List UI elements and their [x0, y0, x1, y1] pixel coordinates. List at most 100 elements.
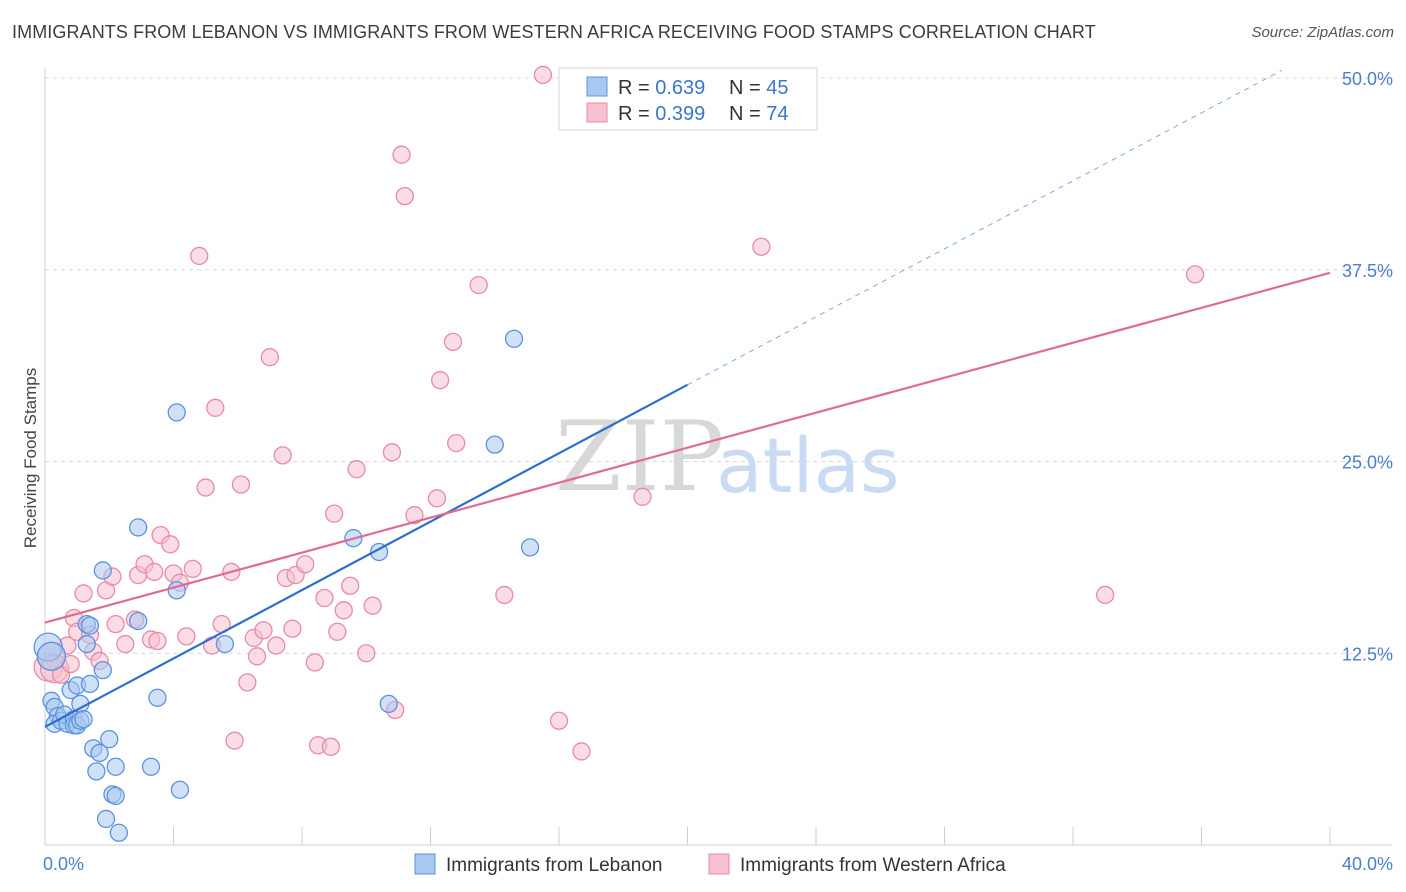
- point-lebanon-38: [170, 780, 190, 799]
- trend-lines: [44, 69, 1331, 728]
- point-western-africa-51: [324, 504, 344, 523]
- point-western-africa-14: [106, 614, 125, 634]
- point-lebanon-18: [77, 634, 96, 654]
- point-western-africa-29: [196, 478, 215, 497]
- point-western-africa-74: [1095, 585, 1115, 605]
- point-lebanon-20: [80, 674, 100, 694]
- svg-text:R = 0.399: R = 0.399: [618, 103, 705, 125]
- point-lebanon-24: [93, 561, 112, 580]
- point-western-africa-64: [430, 371, 450, 390]
- x-tick-label-1: 40.0%: [1342, 854, 1393, 874]
- trend-line-western-africa: [44, 271, 1331, 624]
- point-lebanon-31: [109, 823, 129, 842]
- bottom-legend-swatch-western-africa: [708, 853, 730, 875]
- point-western-africa-42: [273, 446, 292, 465]
- y-tick-label-3: 50.0%: [1342, 69, 1393, 89]
- watermark-atlas: atlas: [716, 421, 900, 510]
- point-lebanon-39: [215, 634, 235, 654]
- point-lebanon-30: [106, 786, 125, 806]
- point-lebanon-26: [96, 809, 116, 829]
- tick-labels: 12.5% 25.0% 37.5% 50.0% 0.0% 40.0%: [43, 69, 1393, 874]
- legend-swatch-western-africa: [586, 102, 608, 123]
- legend-r-value-western-africa: 0.399: [655, 103, 705, 125]
- point-western-africa-53: [334, 601, 353, 620]
- point-western-africa-54: [341, 576, 360, 595]
- bottom-legend-swatch-lebanon: [414, 853, 436, 875]
- point-western-africa-23: [161, 535, 180, 554]
- point-western-africa-65: [443, 332, 463, 351]
- point-western-africa-66: [447, 433, 466, 453]
- point-western-africa-31: [206, 398, 225, 417]
- point-western-africa-70: [549, 711, 569, 730]
- watermark: ZIP atlas: [555, 401, 900, 513]
- point-western-africa-46: [296, 555, 315, 574]
- point-western-africa-39: [254, 621, 273, 640]
- point-western-africa-15: [116, 634, 135, 654]
- point-lebanon-35: [148, 688, 167, 707]
- point-lebanon-19: [80, 616, 100, 635]
- svg-text:R = 0.639: R = 0.639: [618, 77, 705, 99]
- point-lebanon-45: [520, 538, 540, 557]
- chart-title: IMMIGRANTS FROM LEBANON VS IMMIGRANTS FR…: [12, 22, 1096, 42]
- point-western-africa-21: [148, 631, 167, 651]
- point-western-africa-36: [238, 673, 257, 692]
- point-western-africa-57: [363, 596, 382, 615]
- legend-r-label-western-africa: R =: [618, 103, 655, 125]
- bottom-legend-label-western-africa: Immigrants from Western Africa: [740, 855, 1006, 876]
- series-legend: Immigrants from Lebanon Immigrants from …: [414, 853, 1006, 876]
- point-western-africa-67: [469, 275, 488, 295]
- point-lebanon-32: [129, 611, 148, 631]
- point-western-africa-50: [321, 737, 341, 756]
- point-western-africa-40: [260, 348, 280, 367]
- point-lebanon-33: [129, 518, 148, 537]
- point-lebanon-34: [141, 757, 161, 776]
- point-western-africa-60: [392, 145, 411, 164]
- point-western-africa-26: [177, 627, 196, 646]
- y-tick-label-2: 37.5%: [1342, 261, 1393, 281]
- bottom-legend-label-lebanon: Immigrants from Lebanon: [446, 855, 663, 876]
- series-western-africa-points: [33, 65, 1205, 761]
- correlation-legend: R = 0.639 N = 45 R = 0.399 N = 74: [558, 67, 818, 131]
- point-western-africa-72: [633, 487, 652, 506]
- point-lebanon-27: [100, 730, 119, 749]
- legend-n-label-western-africa: N =: [729, 103, 766, 125]
- y-axis-label: Receiving Food Stamps: [21, 368, 40, 548]
- point-western-africa-73: [752, 237, 771, 256]
- point-lebanon-1: [36, 641, 67, 671]
- point-western-africa-56: [357, 644, 376, 663]
- trend-line-lebanon: [44, 383, 689, 728]
- point-western-africa-41: [267, 636, 286, 655]
- point-western-africa-8: [74, 584, 93, 603]
- point-western-africa-68: [495, 585, 514, 605]
- x-tick-label-0: 0.0%: [43, 854, 84, 874]
- point-western-africa-58: [382, 443, 402, 462]
- point-western-africa-49: [315, 588, 334, 608]
- point-western-africa-44: [283, 619, 302, 638]
- y-tick-label-1: 25.0%: [1342, 453, 1393, 473]
- legend-n-value-western-africa: 74: [766, 103, 788, 125]
- axis-layer: [44, 68, 1392, 846]
- point-western-africa-27: [183, 559, 202, 579]
- svg-text:N = 45: N = 45: [729, 77, 789, 99]
- point-lebanon-44: [504, 329, 524, 348]
- svg-text:N = 74: N = 74: [729, 103, 789, 125]
- point-western-africa-75: [1185, 265, 1205, 284]
- trend-line-lebanon-extension: [687, 69, 1283, 386]
- point-western-africa-47: [305, 653, 325, 672]
- point-lebanon-16: [74, 710, 93, 729]
- point-lebanon-36: [167, 403, 186, 422]
- point-lebanon-25: [93, 660, 112, 680]
- grid-layer: [45, 77, 1392, 654]
- point-western-africa-52: [328, 622, 347, 641]
- point-lebanon-22: [87, 762, 106, 781]
- point-lebanon-42: [379, 694, 398, 714]
- series-lebanon-points: [33, 329, 540, 842]
- point-western-africa-69: [533, 65, 553, 85]
- point-western-africa-35: [231, 475, 251, 494]
- point-lebanon-43: [485, 435, 504, 454]
- point-western-africa-38: [247, 647, 267, 666]
- chart-source: Source: ZipAtlas.com: [1251, 24, 1394, 41]
- legend-n-value-lebanon: 45: [766, 77, 788, 99]
- legend-n-label-lebanon: N =: [729, 77, 766, 99]
